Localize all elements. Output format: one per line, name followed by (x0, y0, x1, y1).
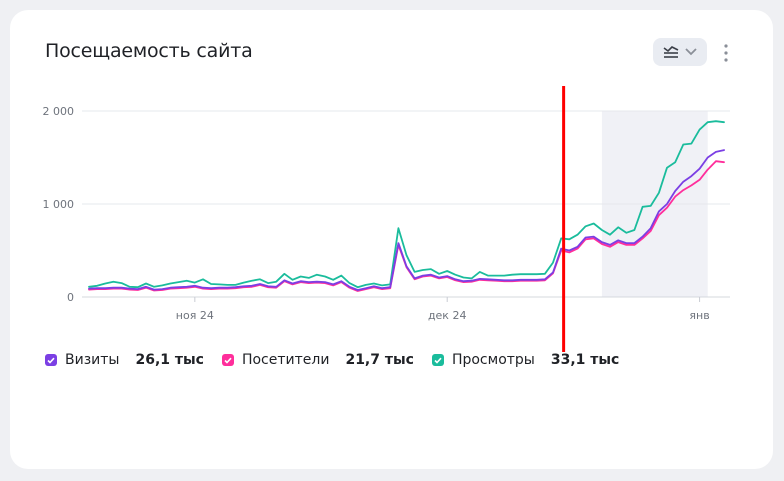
legend-name: Просмотры (451, 352, 535, 368)
checkbox-checked-icon[interactable] (431, 354, 444, 366)
legend-item-visits[interactable]: Визиты 26,1 тыс (45, 352, 204, 368)
more-vertical-icon (724, 44, 728, 62)
checkbox-checked-icon[interactable] (221, 354, 234, 366)
x-tick-label: дек 24 (428, 309, 467, 322)
widget-title: Посещаемость сайта (45, 40, 253, 62)
legend-total: 26,1 тыс (135, 352, 204, 368)
more-menu-button[interactable] (716, 42, 736, 64)
y-tick-label: 2 000 (43, 105, 75, 118)
legend-item-visitors[interactable]: Посетители 21,7 тыс (221, 352, 414, 368)
checkbox-checked-icon[interactable] (45, 354, 57, 366)
chart-legend: Визиты 26,1 тыс Посетители 21,7 тыс Просмотр… (45, 352, 637, 368)
legend-item-views[interactable]: Просмотры 33,1 тыс (431, 352, 620, 368)
y-tick-label: 0 (67, 291, 74, 304)
series-line-views (88, 120, 725, 289)
chart-settings-toggle[interactable] (653, 38, 707, 66)
legend-total: 21,7 тыс (345, 352, 414, 368)
legend-name: Посетители (241, 352, 330, 368)
y-tick-label: 1 000 (43, 198, 75, 211)
chevron-down-icon (685, 48, 697, 56)
x-tick-label: янв (689, 309, 709, 322)
chart-settings-icon (663, 46, 679, 58)
x-tick-label: ноя 24 (176, 309, 214, 322)
series-line-visits (88, 149, 725, 291)
legend-total: 33,1 тыс (550, 352, 620, 368)
legend-name: Визиты (65, 352, 120, 368)
